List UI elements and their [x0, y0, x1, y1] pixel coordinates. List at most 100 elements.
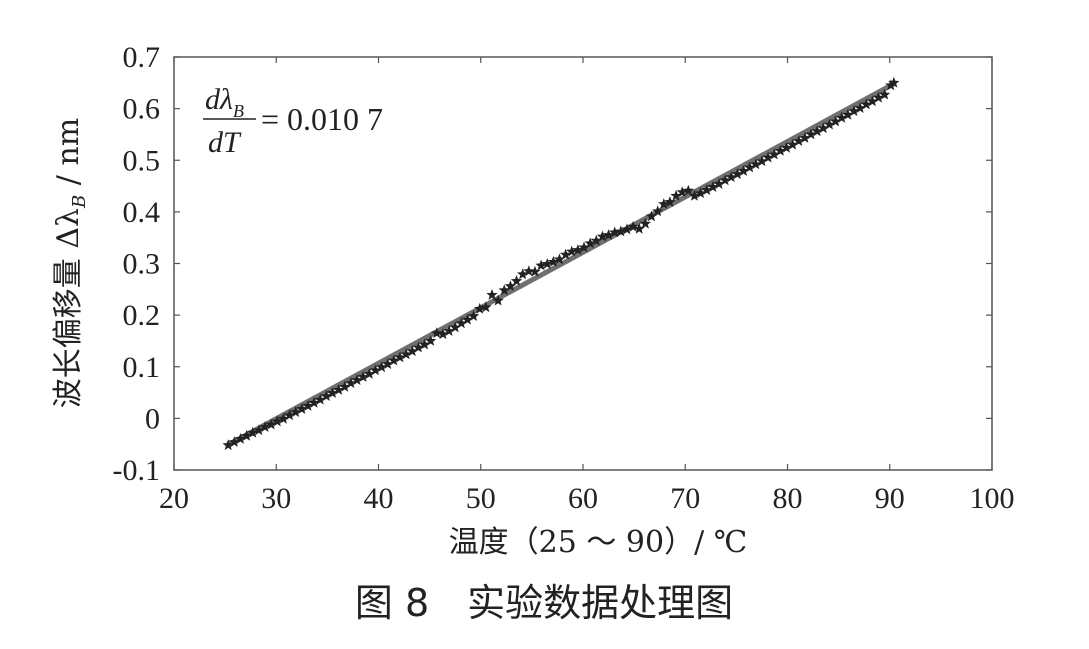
data-point-star	[357, 371, 369, 382]
annotation-numerator: dλB	[205, 83, 244, 121]
data-point-star	[535, 259, 547, 271]
data-point-star	[289, 406, 302, 418]
data-point-star	[547, 255, 560, 267]
y-axis-title-sub: B	[69, 195, 90, 209]
data-point-star	[670, 189, 682, 201]
data-point-star	[240, 429, 253, 441]
data-point-star	[388, 354, 400, 366]
data-point-star	[713, 178, 725, 189]
data-point-star	[326, 387, 339, 398]
data-point-star	[829, 115, 842, 127]
data-points	[222, 76, 900, 451]
data-point-star	[559, 248, 572, 260]
data-point-star	[860, 98, 872, 110]
data-point-star	[382, 358, 394, 370]
data-point-star	[793, 135, 805, 146]
data-point-star	[578, 241, 590, 253]
x-tick-label: 70	[670, 482, 700, 515]
data-point-star	[608, 226, 621, 238]
data-point-star	[885, 79, 897, 91]
data-point-star	[277, 412, 290, 424]
x-tick-label: 100	[970, 482, 1015, 515]
data-point-star	[553, 253, 566, 265]
axis-ticks: 20 30 40 50 60 70 80 90 100 -0.1 0 0.1 0.2 0.3 0.4 0.5 0…	[113, 41, 1015, 515]
data-point-star	[615, 225, 627, 237]
data-point-star	[424, 334, 437, 346]
data-point-star	[345, 377, 357, 389]
data-point-star	[743, 161, 756, 173]
data-point-star	[437, 328, 449, 340]
x-tick-label: 90	[875, 482, 905, 515]
data-point-star	[694, 187, 707, 199]
data-point-star	[523, 265, 535, 277]
data-point-star	[234, 433, 247, 444]
data-point-star	[253, 424, 265, 436]
y-axis-title: 波长偏移量 ΔλB / nm	[51, 118, 90, 408]
data-point-star	[602, 229, 615, 240]
x-tick-label: 30	[261, 482, 291, 515]
data-point-star	[639, 217, 652, 229]
data-point-star	[805, 128, 817, 140]
data-point-star	[351, 374, 363, 386]
data-point-star	[750, 158, 762, 170]
data-point-star	[339, 380, 351, 392]
data-point-star	[406, 345, 418, 357]
data-point-star	[516, 268, 529, 280]
data-point-star	[412, 341, 425, 353]
data-point-star	[283, 409, 296, 421]
y-tick-label: 0.7	[123, 41, 161, 74]
data-point-star	[848, 105, 860, 117]
data-point-star	[265, 418, 277, 430]
data-point-star	[271, 415, 283, 427]
fit-line-layer	[225, 81, 896, 448]
data-point-star	[823, 118, 836, 130]
data-point-star	[725, 171, 737, 183]
x-tick-label: 40	[364, 482, 394, 515]
y-tick-label: -0.1	[113, 454, 161, 487]
data-point-star	[431, 327, 443, 339]
data-point-star	[780, 141, 793, 153]
data-point-star	[762, 151, 774, 163]
y-axis-title-main: 波长偏移量 Δλ	[51, 208, 86, 408]
data-point-star	[455, 317, 468, 329]
data-point-star	[259, 421, 271, 433]
annotation-num-d: dλ	[205, 83, 233, 116]
data-point-star	[872, 91, 885, 103]
data-point-star	[510, 275, 523, 286]
data-point-star	[866, 95, 879, 107]
data-point-star	[676, 186, 688, 198]
data-point-star	[664, 196, 676, 207]
data-point-star	[461, 313, 474, 325]
data-point-star	[314, 393, 326, 405]
data-point-star	[590, 234, 602, 246]
data-point-star	[627, 220, 639, 232]
data-point-star	[651, 205, 664, 217]
data-point-star	[596, 230, 609, 242]
data-point-star	[645, 210, 658, 222]
data-point-star	[375, 361, 388, 373]
data-point-star	[474, 302, 486, 314]
data-point-star	[658, 198, 670, 209]
data-point-star	[541, 258, 553, 269]
data-point-star	[633, 222, 645, 234]
data-point-star	[418, 338, 431, 350]
data-point-star	[584, 237, 596, 249]
data-point-star	[854, 102, 866, 113]
data-point-star	[247, 426, 259, 438]
fit-line	[225, 81, 896, 448]
data-point-star	[688, 189, 701, 201]
data-point-star	[682, 184, 695, 196]
data-point-star	[443, 325, 455, 336]
data-point-star	[572, 244, 584, 255]
x-tick-label: 50	[466, 482, 496, 515]
data-point-star	[302, 399, 314, 411]
y-tick-label: 0.4	[123, 196, 161, 229]
data-point-star	[786, 138, 799, 150]
y-tick-label: 0.2	[123, 299, 161, 332]
data-point-star	[529, 265, 541, 277]
x-axis-title: 温度（25 ～ 90）/ ℃	[449, 525, 748, 560]
data-point-star	[701, 184, 713, 196]
x-tick-label: 20	[159, 482, 189, 515]
data-point-star	[566, 245, 578, 257]
